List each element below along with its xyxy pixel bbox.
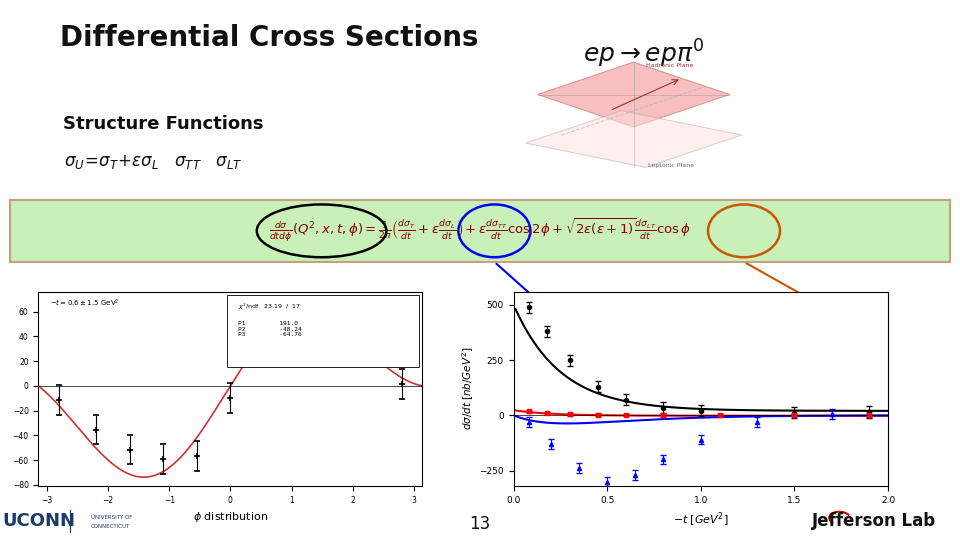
Polygon shape bbox=[526, 111, 741, 167]
Text: $\sigma_U\!=\!\sigma_T\!+\!\varepsilon\sigma_L \quad \sigma_{TT} \quad \sigma_{L: $\sigma_U\!=\!\sigma_T\!+\!\varepsilon\s… bbox=[64, 153, 243, 171]
Bar bbox=[10, 200, 950, 262]
Text: CONNECTICUT: CONNECTICUT bbox=[91, 524, 131, 529]
X-axis label: $-t\;[GeV^2]$: $-t\;[GeV^2]$ bbox=[673, 510, 729, 529]
Text: Structure Functions: Structure Functions bbox=[63, 115, 263, 133]
Text: Jefferson Lab: Jefferson Lab bbox=[811, 512, 936, 530]
Y-axis label: $d\sigma/dt\;[nb/GeV^2]$: $d\sigma/dt\;[nb/GeV^2]$ bbox=[461, 347, 476, 430]
Text: $\frac{d\sigma}{dtd\phi}(Q^2,x,t,\phi) = \frac{1}{2\pi}\left(\frac{d\sigma_T}{dt: $\frac{d\sigma}{dtd\phi}(Q^2,x,t,\phi) =… bbox=[269, 217, 691, 245]
Text: UCONN: UCONN bbox=[2, 512, 75, 530]
Text: 13: 13 bbox=[469, 515, 491, 533]
Text: P1         191.0
P2         -48.24
P3         -64.76: P1 191.0 P2 -48.24 P3 -64.76 bbox=[238, 321, 301, 338]
Text: Leptonic Plane: Leptonic Plane bbox=[648, 164, 693, 168]
Polygon shape bbox=[538, 62, 730, 127]
Text: Differential Cross Sections: Differential Cross Sections bbox=[60, 24, 478, 52]
Text: $ep \rightarrow ep\pi^{0}$: $ep \rightarrow ep\pi^{0}$ bbox=[583, 38, 704, 70]
Text: UNIVERSITY OF: UNIVERSITY OF bbox=[91, 515, 132, 520]
Text: $-t = 0.6\pm1.5$ GeV$^2$: $-t = 0.6\pm1.5$ GeV$^2$ bbox=[50, 298, 119, 309]
Text: $\chi^2$/ndf   23.19  /  17: $\chi^2$/ndf 23.19 / 17 bbox=[238, 301, 300, 312]
X-axis label: $\phi$ distribution: $\phi$ distribution bbox=[193, 510, 268, 524]
FancyBboxPatch shape bbox=[227, 295, 419, 367]
Text: Hadronic Plane: Hadronic Plane bbox=[646, 63, 693, 68]
